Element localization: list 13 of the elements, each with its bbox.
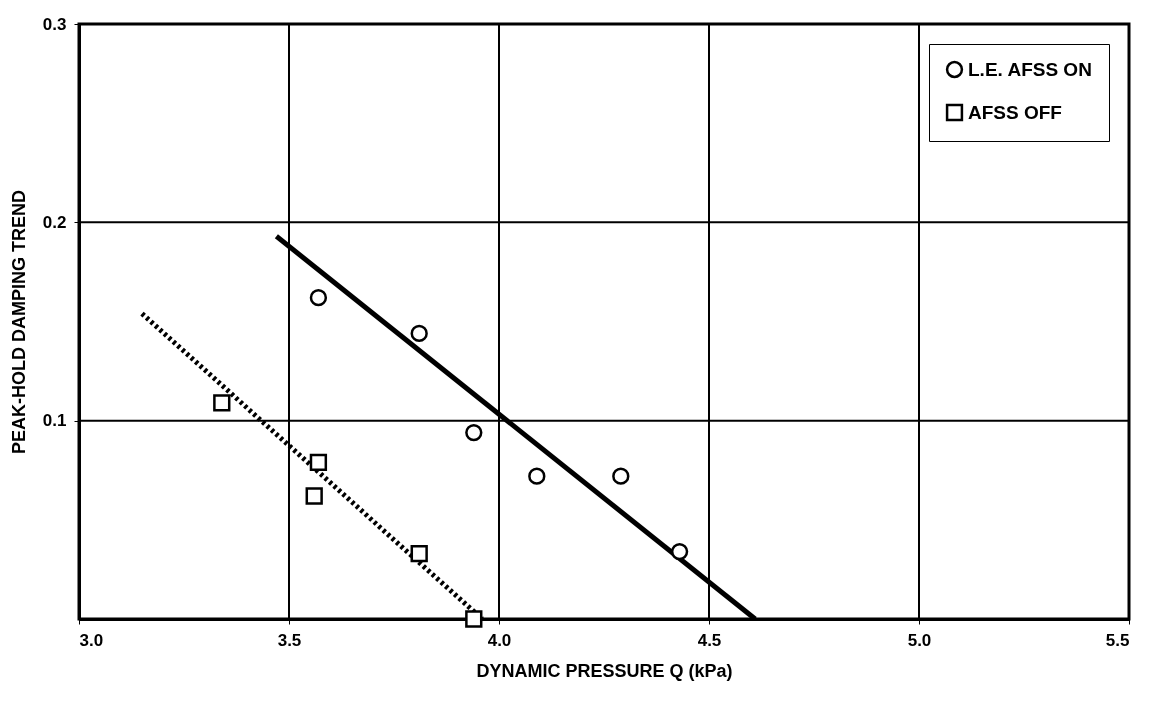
x-tick-label: 5.0 [907, 630, 932, 650]
y-axis-title: PEAK-HOLD DAMPING TREND [8, 190, 29, 454]
y-tick-label: 0.1 [42, 411, 67, 431]
y-tick-label: 0.3 [42, 14, 67, 34]
x-tick-label: 5.5 [1105, 630, 1130, 650]
x-tick-label: 3.0 [79, 630, 104, 650]
x-tick-label: 3.5 [277, 630, 302, 650]
x-tick-label: 4.0 [487, 630, 512, 650]
legend-label: L.E. AFSS ON [968, 58, 1092, 80]
y-tick-label: 0.2 [42, 212, 67, 232]
x-tick-label: 4.5 [697, 630, 722, 650]
x-axis-title: DYNAMIC PRESSURE Q (kPa) [476, 660, 733, 681]
legend-label: AFSS OFF [968, 101, 1062, 123]
